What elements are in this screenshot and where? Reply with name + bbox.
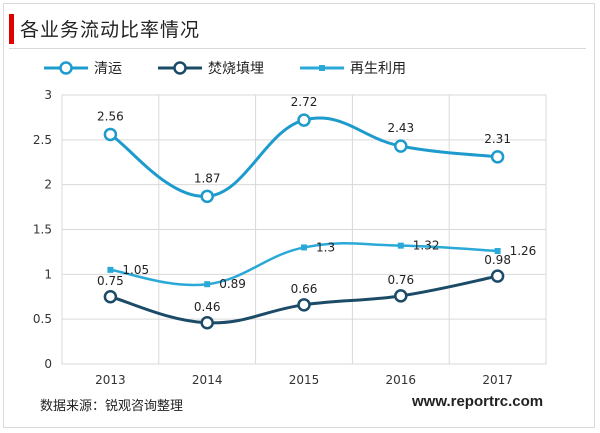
series-line-qingyun bbox=[108, 116, 500, 198]
data-label-fenshao: 0.66 bbox=[291, 282, 318, 296]
data-label-zaisheng: 1.05 bbox=[122, 263, 149, 277]
data-label-qingyun: 2.43 bbox=[387, 121, 414, 135]
y-tick-label: 0.5 bbox=[33, 312, 52, 326]
data-label-zaisheng: 1.3 bbox=[316, 240, 335, 254]
title-accent-bar bbox=[9, 14, 14, 44]
data-point-zaisheng bbox=[301, 244, 307, 251]
x-tick-label: 2014 bbox=[192, 373, 223, 387]
legend-label-qingyun: 清运 bbox=[94, 61, 122, 77]
y-tick-label: 3 bbox=[44, 88, 52, 102]
legend-item-qingyun: 清运 bbox=[44, 57, 122, 79]
legend-swatch-qingyun bbox=[44, 61, 88, 75]
y-tick-label: 1 bbox=[44, 267, 52, 281]
data-point-zaisheng bbox=[107, 266, 114, 273]
legend-item-zaisheng: 再生利用 bbox=[300, 57, 406, 79]
legend-item-fenshao: 焚烧填埋 bbox=[158, 57, 264, 79]
y-tick-label: 2.5 bbox=[33, 133, 52, 147]
x-tick-label: 2013 bbox=[95, 373, 126, 387]
data-label-fenshao: 0.76 bbox=[387, 273, 414, 287]
data-label-qingyun: 2.31 bbox=[484, 132, 511, 146]
legend-swatch-zaisheng bbox=[300, 65, 344, 71]
data-label-qingyun: 2.72 bbox=[291, 95, 318, 109]
y-tick-label: 1.5 bbox=[33, 223, 52, 237]
page-title: 各业务流动比率情况 bbox=[20, 19, 201, 41]
data-label-fenshao: 0.98 bbox=[484, 253, 511, 267]
data-label-zaisheng: 0.89 bbox=[219, 277, 246, 291]
title-divider bbox=[9, 48, 586, 49]
data-point-zaisheng bbox=[397, 242, 404, 249]
data-point-zaisheng bbox=[494, 248, 501, 255]
x-tick-label: 2017 bbox=[482, 373, 513, 387]
website-url: www.reportrc.com bbox=[412, 393, 544, 410]
data-label-zaisheng: 1.32 bbox=[413, 239, 440, 253]
x-tick-label: 2015 bbox=[289, 373, 320, 387]
data-point-qingyun bbox=[103, 127, 118, 142]
data-point-fenshao bbox=[490, 269, 505, 283]
data-point-fenshao bbox=[103, 290, 118, 304]
legend-swatch-fenshao bbox=[158, 61, 202, 75]
legend-label-fenshao: 焚烧填埋 bbox=[208, 61, 264, 77]
data-point-fenshao bbox=[297, 298, 311, 312]
y-tick-label: 0 bbox=[44, 357, 52, 371]
data-point-zaisheng bbox=[204, 281, 211, 288]
data-point-qingyun bbox=[490, 150, 505, 164]
y-tick-label: 2 bbox=[44, 178, 52, 192]
source-note: 数据来源：锐观咨询整理 bbox=[40, 399, 184, 414]
data-label-zaisheng: 1.26 bbox=[510, 244, 537, 258]
data-label-fenshao: 0.75 bbox=[97, 274, 124, 288]
data-point-qingyun bbox=[297, 113, 311, 127]
data-label-fenshao: 0.46 bbox=[194, 300, 221, 314]
x-tick-label: 2016 bbox=[386, 373, 417, 387]
chart-frame bbox=[3, 3, 595, 428]
data-point-fenshao bbox=[394, 289, 408, 303]
data-label-qingyun: 1.87 bbox=[194, 171, 221, 185]
data-point-qingyun bbox=[394, 139, 408, 153]
data-label-qingyun: 2.56 bbox=[97, 109, 124, 123]
data-point-fenshao bbox=[200, 316, 214, 330]
legend-label-zaisheng: 再生利用 bbox=[350, 61, 406, 77]
data-point-qingyun bbox=[200, 189, 214, 204]
